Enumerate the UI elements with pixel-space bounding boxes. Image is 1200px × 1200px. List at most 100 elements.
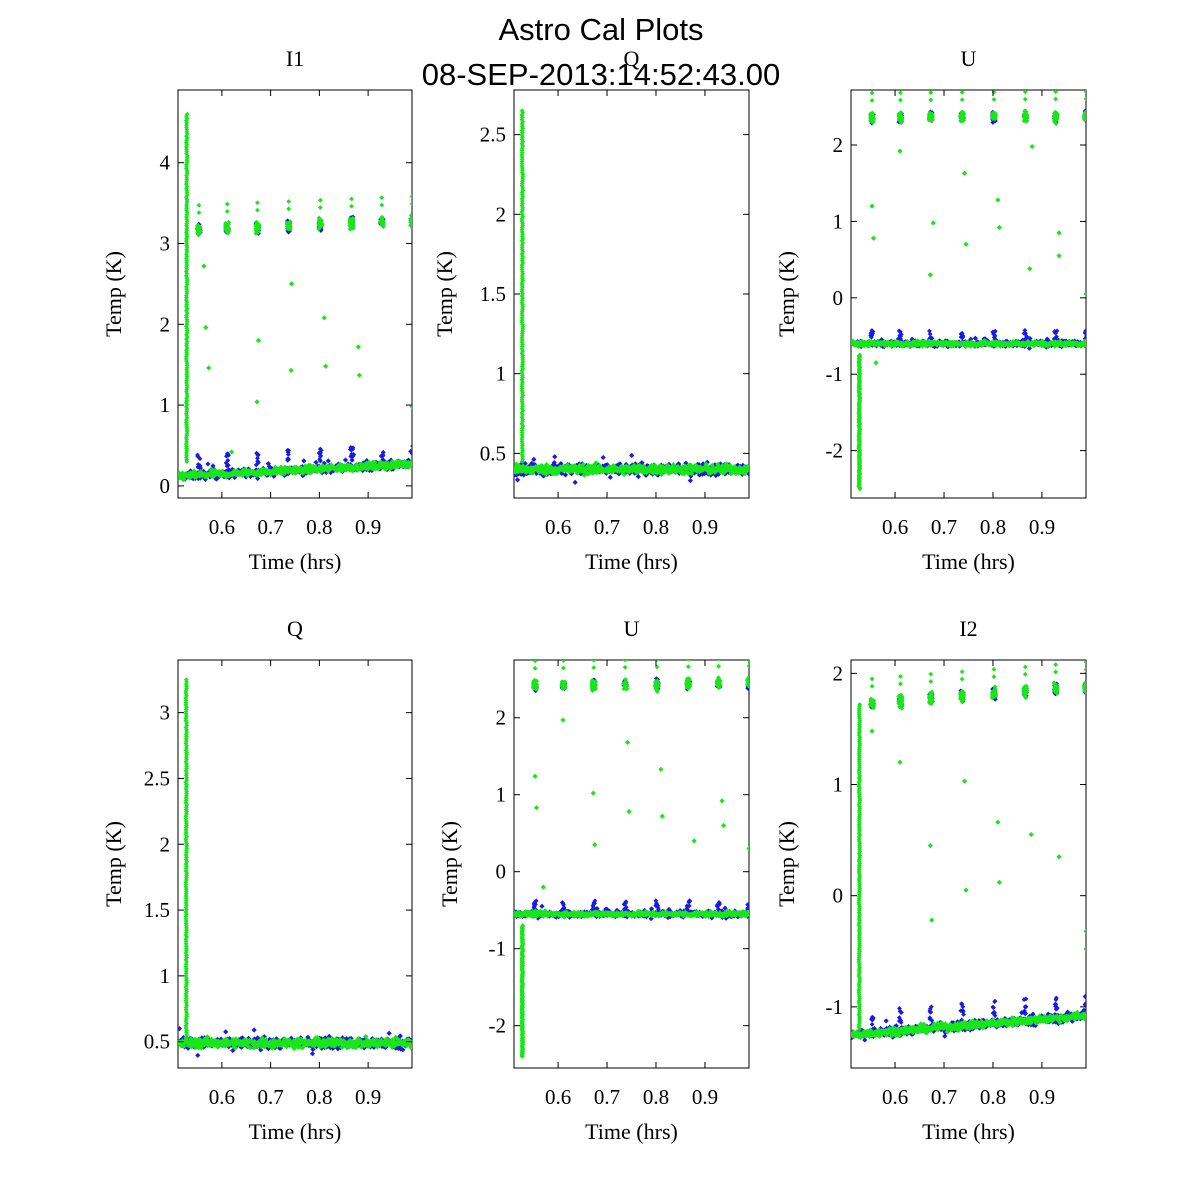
cluster-point-b [347,226,353,232]
x-tick-label: 0.8 [306,515,332,539]
baseline-point-b [585,471,591,477]
baseline-point-b [524,468,530,474]
spike-point [184,218,190,224]
y-axis-label: Temp (K) [101,251,126,337]
outlier-point [203,324,209,331]
baseline-spike-a [317,456,323,462]
baseline-point-b [693,462,699,468]
y-tick-label: 0 [833,286,844,310]
baseline-point-b [703,461,709,467]
spike-point [519,412,525,418]
spike-point [184,188,190,194]
spike-point [184,138,190,143]
baseline-point-a [558,461,564,467]
cluster-point-b [898,118,904,124]
baseline-spike-a [380,449,386,455]
spike-point [519,211,525,217]
spike-point [520,401,525,407]
spike-point [183,269,189,274]
baseline-point-b [641,463,647,469]
baseline-point-a [909,336,915,342]
baseline-point-b [204,474,210,480]
baseline-point-a [348,1035,354,1042]
baseline-point-b [744,468,749,474]
baseline-point-b [643,470,650,476]
spike-point [184,135,190,141]
baseline-spike-a [224,453,229,459]
spike-point [184,249,190,255]
cluster-point-b [1024,118,1029,124]
y-tick-label: 1.5 [480,282,506,306]
baseline-point-b [674,468,680,474]
spike-point [184,312,189,318]
y-tick-label: 2.5 [480,123,506,147]
y-tick-label: -2 [826,439,844,463]
baseline-point-b [688,470,694,477]
baseline-point-b [388,465,394,471]
baseline-point-b [862,339,868,345]
baseline-point-b [710,465,716,471]
spike-point [184,332,189,338]
baseline-point-b [273,470,280,477]
baseline-point-b [581,472,587,478]
cluster-top-point [1083,90,1086,94]
plot-frame [177,89,413,499]
outlier-point [1056,253,1062,259]
spike-point [520,205,526,211]
data-points [514,108,749,485]
baseline-point-b [594,464,601,470]
cluster-point-b [347,220,353,226]
baseline-point-b [915,338,921,344]
spike-point [183,293,189,298]
baseline-point-b [607,464,613,471]
spike-point [519,320,525,325]
baseline-point-b [619,464,625,470]
baseline-point-b [543,471,549,477]
baseline-spike-a [350,445,356,451]
spike-point [184,236,189,242]
cluster-top-point [898,90,903,96]
spike-point [857,352,863,358]
baseline-point-a [518,471,524,477]
baseline-point-b [244,472,251,478]
baseline-point-b [376,462,382,468]
baseline-spike-a [1083,331,1086,336]
baseline-point-b [527,469,533,476]
baseline-point-a [400,1047,406,1053]
baseline-spike-a [408,448,412,454]
baseline-point-a [213,476,220,482]
cluster-point-b [408,222,412,228]
baseline-point-b [675,464,681,470]
baseline-point-b [636,467,642,473]
baseline-point-b [230,1039,236,1045]
baseline-point-a [607,474,613,480]
cluster-top-point [349,203,354,209]
baseline-point-b [588,468,595,474]
spike-point [184,422,189,427]
baseline-point-a [600,454,606,461]
baseline-spike-a [410,444,412,447]
baseline-spike-a [317,446,323,452]
cluster-point-b [350,218,356,224]
baseline-point-a [251,1027,257,1033]
baseline-point-b [589,465,596,471]
spike-point [184,391,190,397]
baseline-point-b [634,470,640,476]
x-tick-label: 0.6 [209,515,235,539]
spike-point [520,185,526,191]
baseline-point-b [278,464,284,470]
spike-point [184,277,190,283]
cluster-point-b [409,219,412,225]
baseline-spike-a [1023,335,1029,341]
baseline-spike-a [929,335,935,341]
data-points [178,111,412,483]
baseline-point-a [700,471,706,477]
baseline-point-b [282,464,288,470]
baseline-point-a [572,479,578,485]
cluster-point-b [1052,109,1058,115]
baseline-spike-a [991,334,997,340]
cluster-top-point [1083,96,1086,102]
cluster-top-point [928,97,934,103]
baseline-point-a [178,1025,183,1032]
